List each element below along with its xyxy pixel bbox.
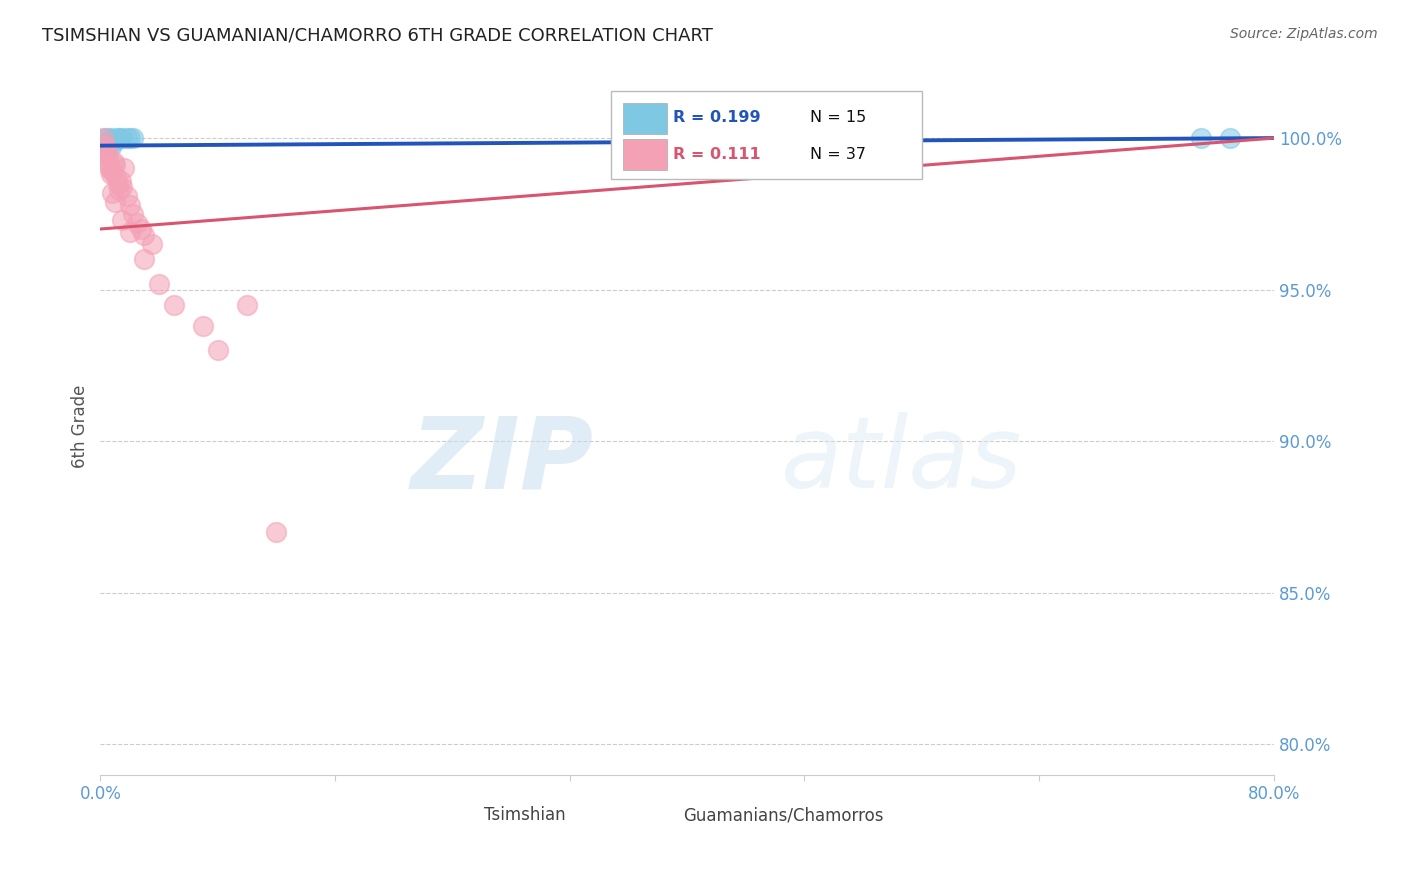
FancyBboxPatch shape: [623, 103, 668, 134]
Point: [141, 237, 163, 252]
Point: [91, 131, 114, 145]
Point: [107, 177, 129, 191]
Point: [115, 131, 138, 145]
Text: Tsimshian: Tsimshian: [484, 806, 565, 824]
Point: [236, 298, 259, 312]
Text: R = 0.111: R = 0.111: [673, 146, 761, 161]
Point: [97, 149, 120, 163]
Point: [108, 183, 131, 197]
Point: [100, 168, 122, 182]
Point: [101, 186, 124, 200]
Point: [121, 131, 143, 145]
Point: [101, 164, 124, 178]
Point: [148, 277, 170, 291]
FancyBboxPatch shape: [623, 139, 668, 170]
Point: [112, 161, 135, 176]
Point: [97, 131, 120, 145]
Point: [134, 252, 156, 267]
Point: [104, 134, 127, 148]
Point: [118, 131, 141, 145]
Point: [101, 131, 124, 145]
Text: TSIMSHIAN VS GUAMANIAN/CHAMORRO 6TH GRADE CORRELATION CHART: TSIMSHIAN VS GUAMANIAN/CHAMORRO 6TH GRAD…: [42, 27, 713, 45]
Text: Guamanians/Chamorros: Guamanians/Chamorros: [683, 806, 884, 824]
Point: [111, 213, 134, 227]
Point: [107, 131, 129, 145]
Text: Source: ZipAtlas.com: Source: ZipAtlas.com: [1230, 27, 1378, 41]
FancyBboxPatch shape: [443, 803, 478, 827]
Point: [118, 198, 141, 212]
Point: [121, 207, 143, 221]
FancyBboxPatch shape: [643, 803, 678, 827]
Point: [131, 222, 153, 236]
Point: [1219, 131, 1241, 145]
Point: [96, 140, 118, 154]
Point: [103, 155, 125, 169]
Point: [94, 131, 117, 145]
Point: [207, 343, 229, 358]
Point: [118, 225, 141, 239]
Text: R = 0.199: R = 0.199: [673, 111, 761, 126]
Point: [96, 137, 118, 152]
Point: [134, 228, 156, 243]
Point: [91, 146, 114, 161]
Point: [115, 188, 138, 202]
Point: [110, 173, 132, 187]
Point: [96, 143, 118, 157]
Point: [98, 158, 121, 172]
Point: [1189, 131, 1212, 145]
Point: [105, 170, 128, 185]
Point: [266, 525, 288, 540]
Point: [94, 153, 117, 167]
Point: [163, 298, 186, 312]
Y-axis label: 6th Grade: 6th Grade: [72, 384, 89, 467]
Point: [90, 137, 112, 152]
Point: [104, 194, 127, 209]
Point: [100, 140, 122, 154]
Point: [191, 318, 214, 333]
Text: N = 15: N = 15: [810, 111, 866, 126]
Point: [98, 134, 121, 148]
Point: [108, 131, 131, 145]
FancyBboxPatch shape: [610, 91, 922, 178]
Text: atlas: atlas: [780, 412, 1022, 509]
Point: [111, 179, 134, 194]
Point: [98, 161, 121, 176]
Text: N = 37: N = 37: [810, 146, 866, 161]
Text: ZIP: ZIP: [411, 412, 593, 509]
Point: [104, 158, 127, 172]
Point: [125, 216, 148, 230]
Point: [111, 131, 134, 145]
